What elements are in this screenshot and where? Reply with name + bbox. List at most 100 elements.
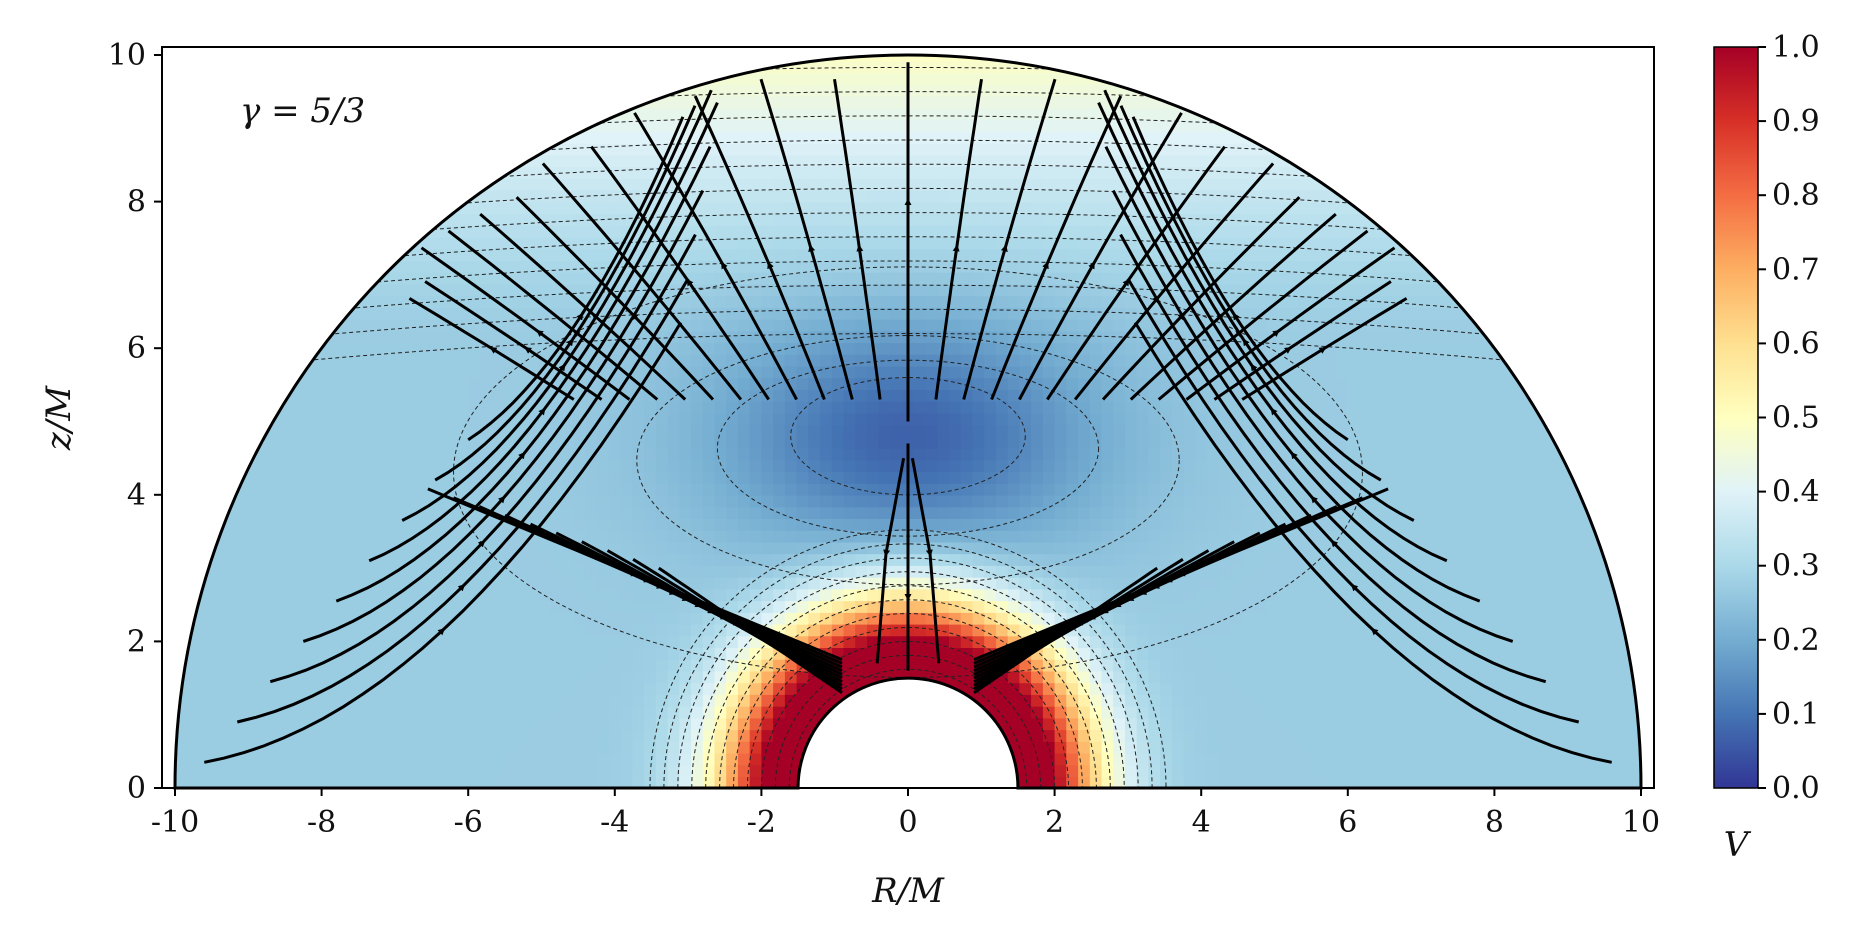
field-cell [1254, 623, 1267, 637]
field-cell [925, 225, 939, 238]
field-cell [479, 741, 493, 754]
field-cell [221, 588, 235, 602]
field-cell [327, 670, 340, 684]
field-cell [679, 565, 692, 578]
field-cell [620, 201, 634, 215]
field-cell [292, 436, 305, 449]
field-cell [644, 119, 657, 132]
field-cell [890, 436, 903, 449]
field-cell [257, 447, 270, 461]
field-cell [433, 389, 446, 402]
field-cell [702, 623, 716, 637]
field-cell [913, 389, 927, 402]
field-cell [1195, 189, 1208, 203]
field-cell [1031, 377, 1044, 390]
field-cell [726, 530, 739, 543]
field-cell [550, 553, 563, 566]
field-cell [397, 459, 411, 473]
field-cell [433, 612, 446, 625]
field-cell [245, 494, 258, 508]
field-cell [796, 494, 810, 508]
field-cell [1101, 166, 1114, 179]
field-cell [245, 471, 258, 484]
field-cell [339, 635, 352, 648]
field-cell [268, 565, 282, 578]
field-cell [808, 225, 821, 238]
field-cell [867, 412, 880, 426]
field-cell [456, 717, 469, 731]
field-cell [1078, 119, 1091, 132]
field-cell [761, 377, 774, 390]
field-cell [233, 682, 247, 695]
field-cell [667, 600, 681, 613]
field-cell [996, 389, 1009, 402]
field-cell [1242, 588, 1255, 602]
field-cell [620, 119, 634, 132]
field-cell [1218, 764, 1232, 777]
field-cell [996, 213, 1009, 226]
field-cell [1218, 471, 1232, 484]
field-cell [1078, 506, 1091, 519]
field-cell [550, 494, 563, 508]
field-cell [1230, 506, 1243, 519]
field-cell [761, 741, 774, 754]
field-cell [1019, 623, 1032, 637]
field-cell [315, 424, 329, 437]
field-cell [996, 295, 1009, 308]
field-cell [1031, 166, 1044, 179]
field-cell [890, 424, 903, 437]
field-cell [632, 131, 645, 144]
field-cell [937, 260, 950, 273]
field-cell [468, 225, 481, 238]
field-cell [784, 729, 798, 742]
field-cell [608, 447, 622, 461]
field-cell [1078, 682, 1091, 695]
field-cell [632, 764, 645, 777]
field-cell [925, 248, 939, 261]
field-cell [1042, 189, 1056, 203]
field-cell [198, 694, 211, 707]
field-cell [597, 471, 610, 484]
field-cell [374, 354, 387, 367]
field-cell [726, 600, 739, 613]
field-cell [1183, 588, 1197, 602]
field-cell [1125, 635, 1138, 648]
field-cell [597, 647, 610, 660]
field-cell [714, 213, 727, 226]
field-cell [867, 436, 880, 449]
field-cell [831, 612, 845, 625]
field-cell [632, 635, 645, 648]
field-cell [245, 694, 258, 707]
field-cell [773, 436, 786, 449]
field-cell [1195, 588, 1208, 602]
field-cell [1183, 459, 1197, 473]
field-cell [491, 213, 505, 226]
field-cell [409, 354, 423, 367]
field-cell [808, 459, 821, 473]
field-cell [937, 166, 950, 179]
field-cell [1183, 483, 1197, 496]
field-cell [960, 307, 974, 320]
field-cell [386, 377, 399, 390]
field-cell [526, 764, 540, 777]
field-cell [456, 260, 469, 273]
field-cell [878, 260, 892, 273]
field-cell [280, 494, 294, 508]
field-cell [315, 600, 329, 613]
field-cell [702, 401, 716, 414]
field-cell [304, 459, 317, 473]
field-cell [960, 236, 974, 250]
field-cell [585, 518, 598, 531]
field-cell [925, 295, 939, 308]
field-cell [597, 612, 610, 625]
field-cell [913, 72, 927, 86]
field-cell [397, 412, 411, 426]
field-cell [1089, 236, 1103, 250]
field-cell [210, 647, 223, 660]
field-cell [479, 623, 493, 637]
field-cell [773, 225, 786, 238]
field-cell [198, 635, 211, 648]
field-cell [608, 588, 622, 602]
field-cell [691, 635, 704, 648]
field-cell [221, 530, 235, 543]
